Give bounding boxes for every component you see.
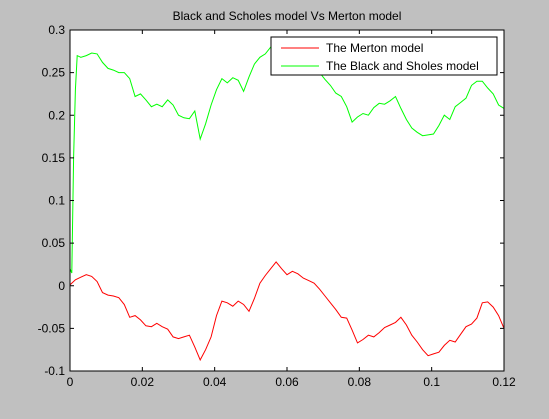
y-tick-label: 0.05 <box>42 236 66 250</box>
y-tick-label: -0.05 <box>38 321 66 335</box>
x-tick-label: 0 <box>67 375 74 389</box>
legend-label-merton: The Merton model <box>326 41 423 55</box>
x-tick-label: 0.1 <box>423 375 440 389</box>
x-tick-label: 0.12 <box>492 375 516 389</box>
y-tick-label: 0.1 <box>48 194 65 208</box>
x-tick-label: 0.06 <box>275 375 299 389</box>
chart-title: Black and Scholes model Vs Merton model <box>173 9 402 23</box>
y-tick-label: 0 <box>58 279 65 293</box>
axes-area <box>70 30 504 371</box>
x-tick-label: 0.04 <box>203 375 227 389</box>
y-tick-label: 0.2 <box>48 108 65 122</box>
legend-label-black-scholes: The Black and Sholes model <box>326 59 479 73</box>
y-tick-label: 0.15 <box>42 151 66 165</box>
legend[interactable]: The Merton model The Black and Sholes mo… <box>271 37 497 75</box>
y-tick-label: -0.1 <box>44 364 65 378</box>
y-tick-label: 0.25 <box>42 66 66 80</box>
y-tick-label: 0.3 <box>48 23 65 37</box>
x-tick-label: 0.08 <box>348 375 372 389</box>
x-tick-label: 0.02 <box>131 375 155 389</box>
